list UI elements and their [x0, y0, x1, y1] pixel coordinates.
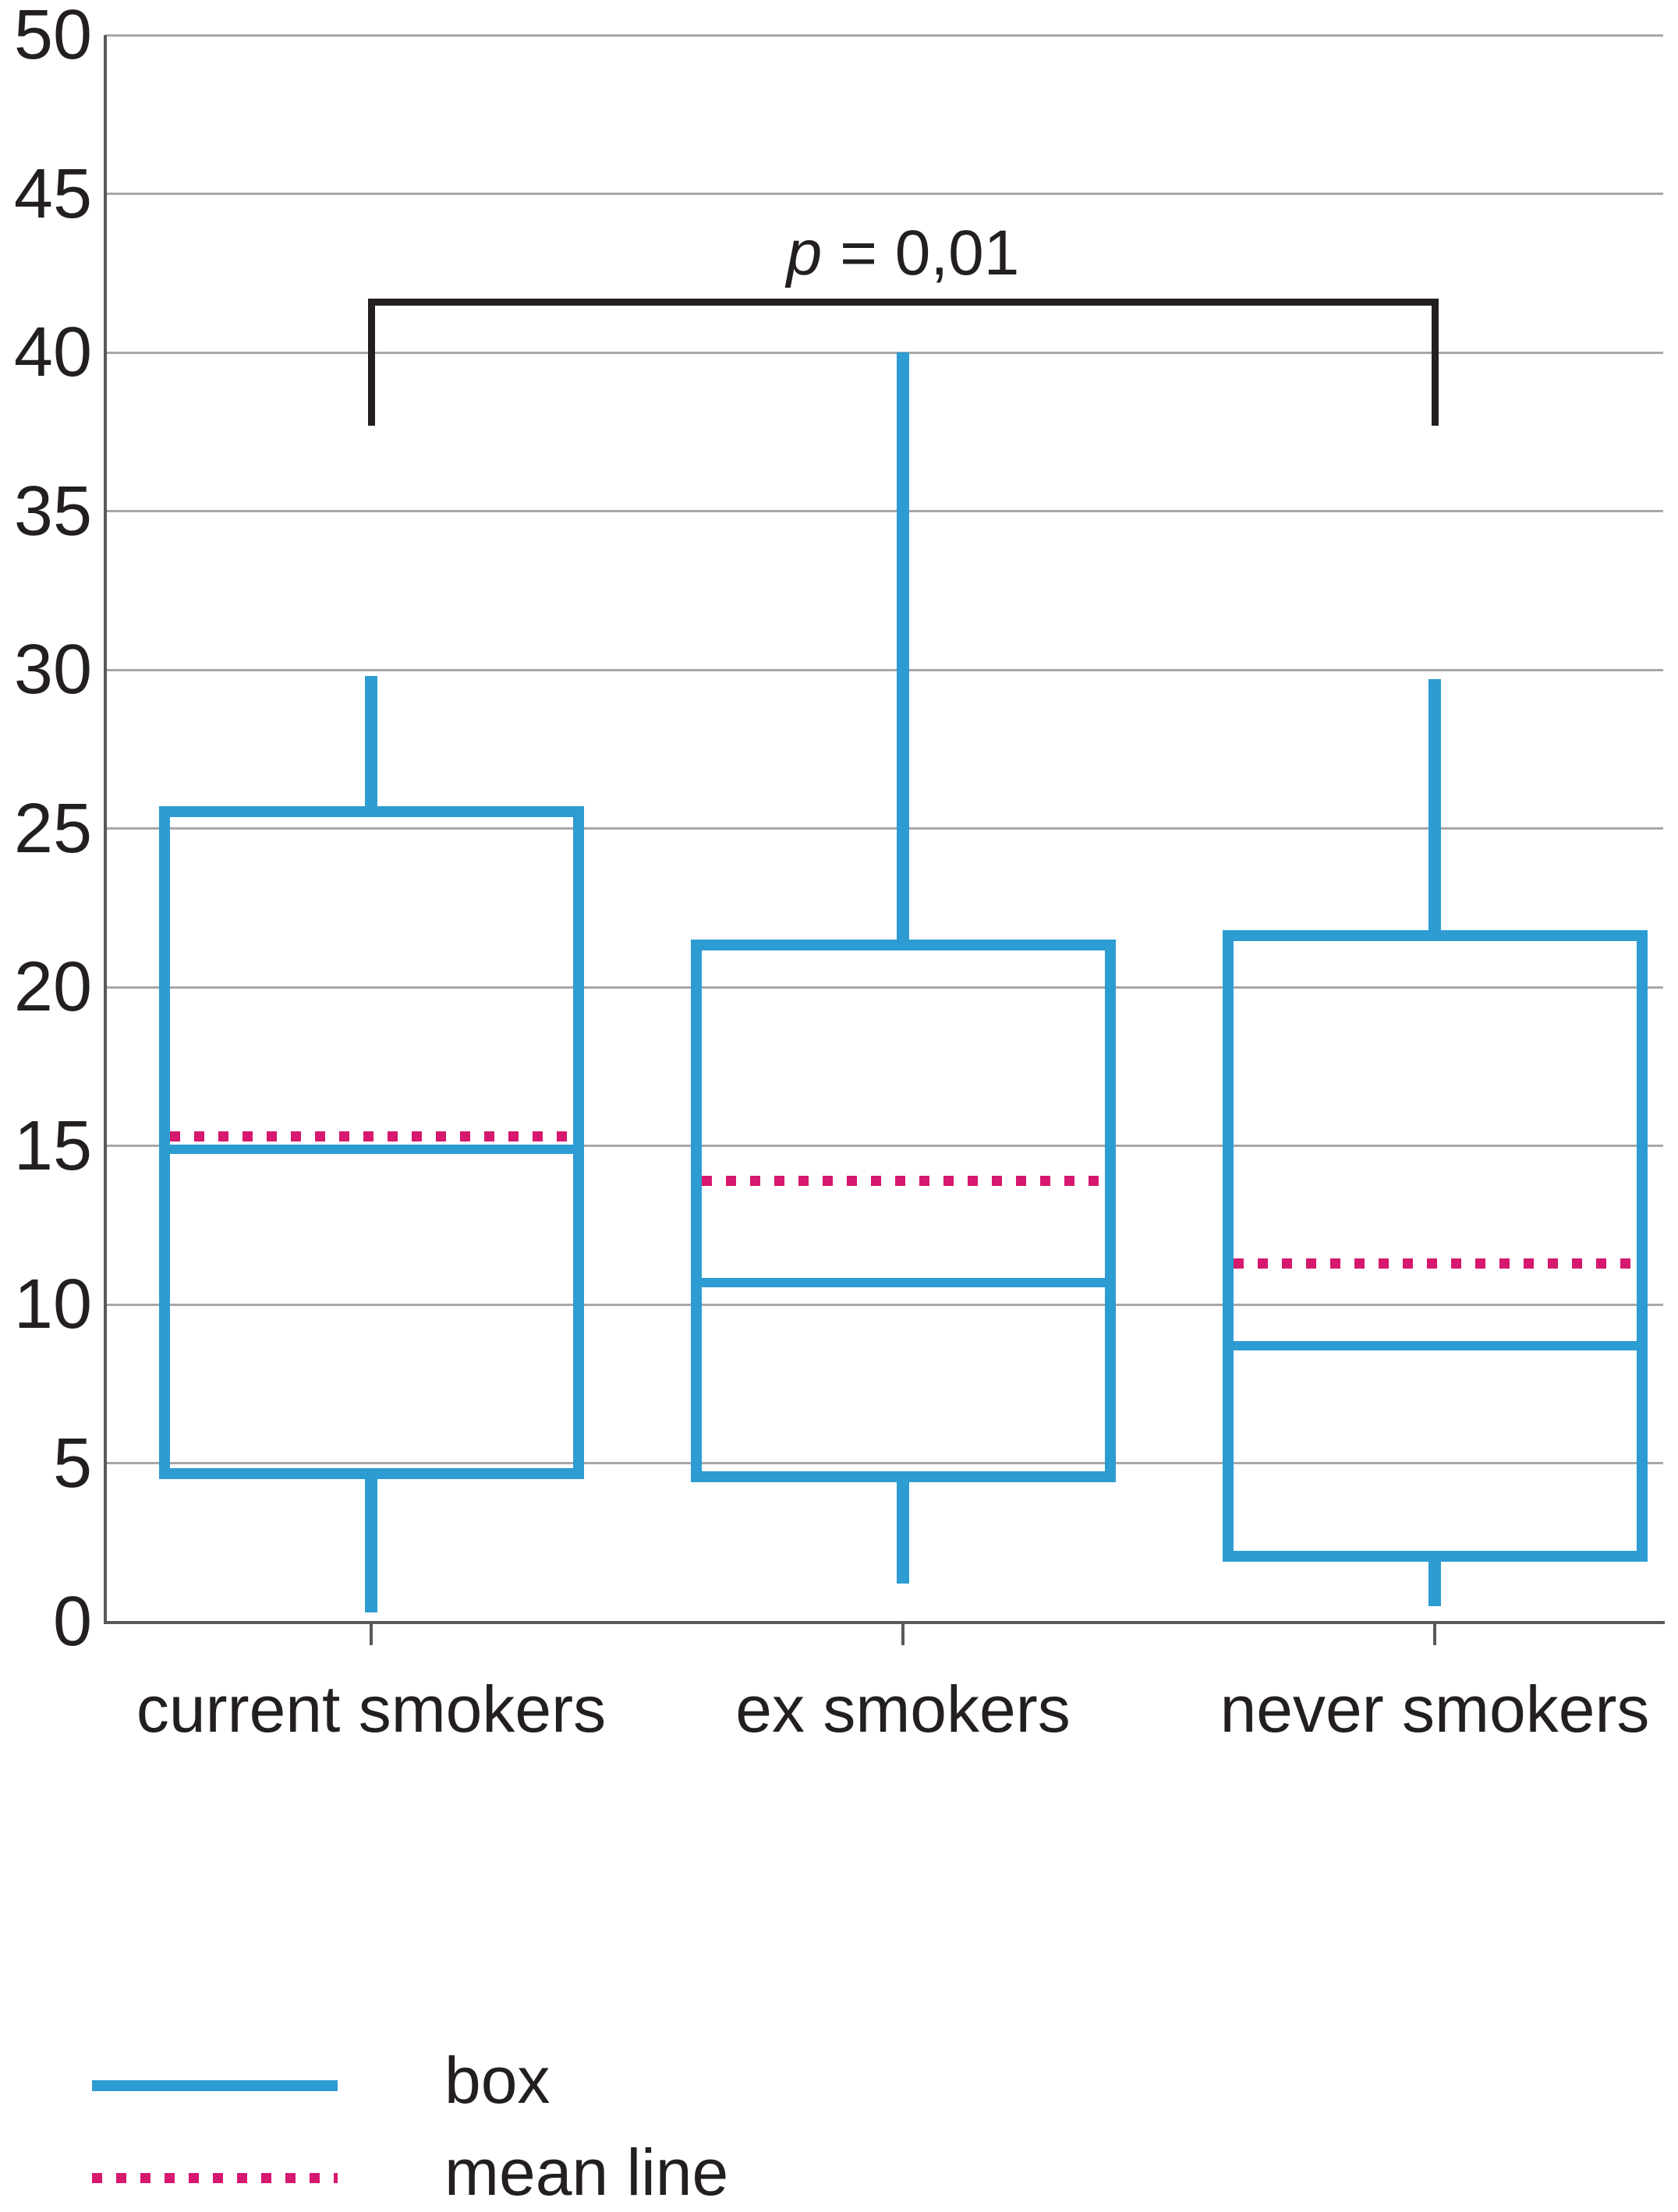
gridline-y-50	[105, 34, 1663, 37]
upper-whisker-2	[1428, 679, 1441, 930]
y-tick-label-10: 10	[13, 1265, 92, 1343]
significance-bracket-drop-right	[1431, 298, 1439, 426]
gridline-y-45	[105, 193, 1663, 195]
mean-line-0	[169, 1131, 573, 1141]
significance-bracket-drop-left	[367, 298, 375, 426]
box-0	[158, 806, 584, 1479]
y-tick-label-0: 0	[52, 1583, 92, 1661]
p-symbol: p	[786, 217, 823, 288]
gridline-y-5	[105, 1462, 1663, 1464]
x-category-label-1: ex smokers	[735, 1672, 1071, 1746]
mean-line-1	[701, 1175, 1105, 1186]
significance-bracket-bar	[367, 298, 1439, 306]
gridline-y-25	[105, 827, 1663, 830]
gridline-y-10	[105, 1303, 1663, 1306]
gridline-y-40	[105, 351, 1663, 354]
y-tick-label-5: 5	[52, 1424, 92, 1502]
median-line-2	[1233, 1340, 1637, 1350]
y-tick-label-40: 40	[13, 313, 92, 391]
lower-whisker-1	[897, 1481, 909, 1584]
upper-whisker-0	[365, 676, 377, 806]
gridline-y-15	[105, 1145, 1663, 1147]
x-category-label-0: current smokers	[136, 1672, 607, 1746]
p-value-text: = 0,01	[822, 217, 1020, 288]
y-tick-label-35: 35	[13, 472, 92, 550]
y-tick-label-20: 20	[13, 948, 92, 1026]
y-tick-label-15: 15	[13, 1106, 92, 1185]
median-line-1	[701, 1277, 1105, 1287]
x-tick-1	[901, 1623, 904, 1645]
box-2	[1222, 929, 1648, 1562]
x-tick-2	[1433, 1623, 1436, 1645]
y-tick-label-25: 25	[13, 789, 92, 868]
significance-label: p = 0,01	[630, 218, 1176, 289]
median-line-0	[169, 1144, 573, 1154]
y-tick-label-30: 30	[13, 631, 92, 709]
gridline-y-30	[105, 668, 1663, 671]
lower-whisker-0	[365, 1478, 377, 1612]
lower-whisker-2	[1428, 1561, 1441, 1606]
gridline-y-20	[105, 986, 1663, 989]
upper-whisker-1	[897, 352, 909, 940]
x-axis-line	[104, 1621, 1665, 1624]
y-tick-label-50: 50	[13, 0, 92, 74]
y-tick-label-45: 45	[13, 154, 92, 233]
y-axis-line	[104, 35, 107, 1623]
gridline-y-35	[105, 510, 1663, 512]
mean-line-2	[1233, 1258, 1637, 1269]
box-1	[690, 939, 1116, 1482]
x-tick-0	[370, 1623, 373, 1645]
x-category-label-2: never smokers	[1220, 1672, 1650, 1746]
